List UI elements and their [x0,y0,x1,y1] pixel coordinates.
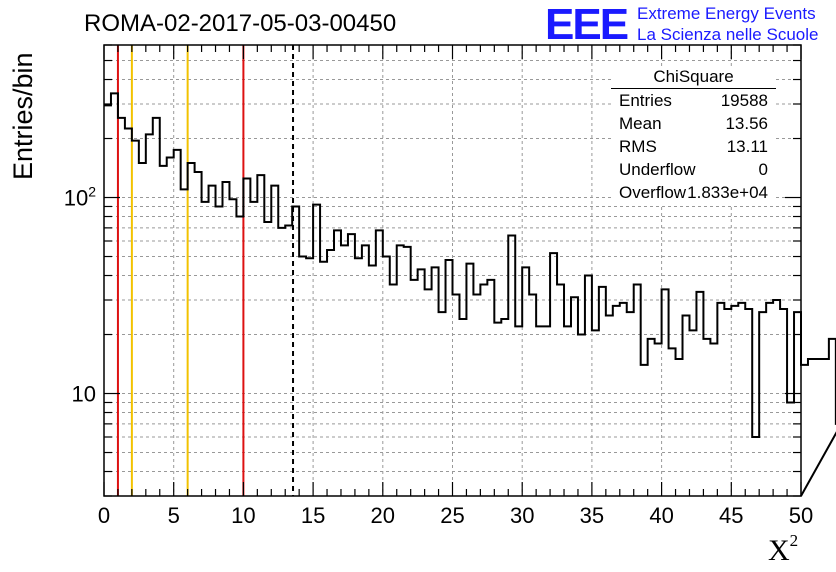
x-tick-label: 0 [98,503,110,528]
stats-value: 13.56 [725,114,768,133]
x-axis-label-sup: 2 [789,531,799,550]
stats-divider [611,88,776,89]
stats-row-underflow: Underflow 0 [619,160,768,183]
stats-value: 0 [758,160,768,179]
x-tick-label: 50 [789,503,813,528]
stats-row-rms: RMS 13.11 [619,137,768,160]
stats-value: 13.11 [726,137,768,156]
stats-value: 1.833e+04 [687,183,768,202]
stats-row-mean: Mean 13.56 [619,114,768,137]
axis-ticks [103,44,802,497]
histogram-series [104,92,836,497]
x-tick-label: 5 [168,503,180,528]
stats-title: ChiSquare [653,67,734,86]
brand-line-1: Extreme Energy Events [637,4,816,23]
stats-key: RMS [619,137,657,156]
stats-key: Entries [619,91,672,110]
x-tick-label: 35 [580,503,604,528]
plot-frame [103,44,802,497]
reference-lines [116,45,295,496]
y-axis-label: Entries/bin [8,52,38,180]
x-axis-label: X2 [768,531,799,568]
stats-value: 19588 [720,91,768,110]
x-tick-label: 30 [510,503,534,528]
y-tick-label: 10 [72,382,96,407]
stats-row-entries: Entries 19588 [619,91,768,114]
stats-row-overflow: Overflow 1.833e+04 [619,183,768,206]
stats-key: Overflow [619,183,687,202]
x-tick-label: 45 [719,503,743,528]
stats-box: ChiSquare Entries 19588 Mean 13.56 RMS 1… [611,66,776,206]
x-tick-label: 15 [301,503,325,528]
x-tick-label: 10 [231,503,255,528]
x-tick-label: 20 [371,503,395,528]
stats-key: Underflow [619,160,696,179]
x-tick-label: 40 [649,503,673,528]
tick-labels: 0 5 10 15 20 25 30 35 40 45 50 10 102 [64,184,814,528]
chart-title: ROMA-02-2017-05-03-00450 [84,10,397,37]
x-axis-label-base: X [768,534,790,567]
y-tick-label: 102 [64,184,96,211]
x-tick-label: 25 [440,503,464,528]
eee-logo: EEE [545,0,629,49]
stats-key: Mean [619,114,662,133]
brand-line-2: La Scienza nelle Scuole [637,25,819,44]
